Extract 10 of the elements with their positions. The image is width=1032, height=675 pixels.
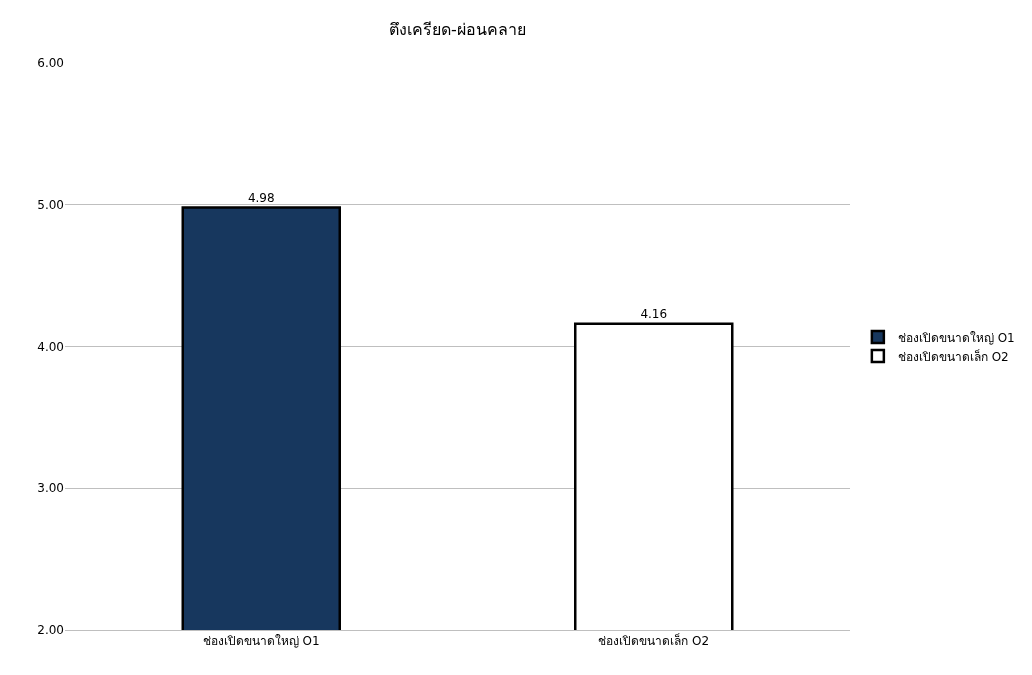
legend-label: ช่องเปิดขนาดเล็ก O2: [897, 348, 1009, 364]
chart-title: ตึงเครียด-ผ่อนคลาย: [389, 19, 526, 39]
y-tick-label: 2.00: [37, 623, 64, 638]
y-tick-label: 5.00: [37, 197, 64, 212]
y-tick-label: 3.00: [37, 481, 64, 496]
y-tick-label: 4.00: [37, 339, 64, 354]
data-label: 4.98: [247, 190, 275, 205]
y-tick-label: 6.00: [37, 56, 64, 71]
legend-label: ช่องเปิดขนาดใหญ่ O1: [897, 330, 1015, 345]
data-label: 4.16: [640, 306, 668, 321]
